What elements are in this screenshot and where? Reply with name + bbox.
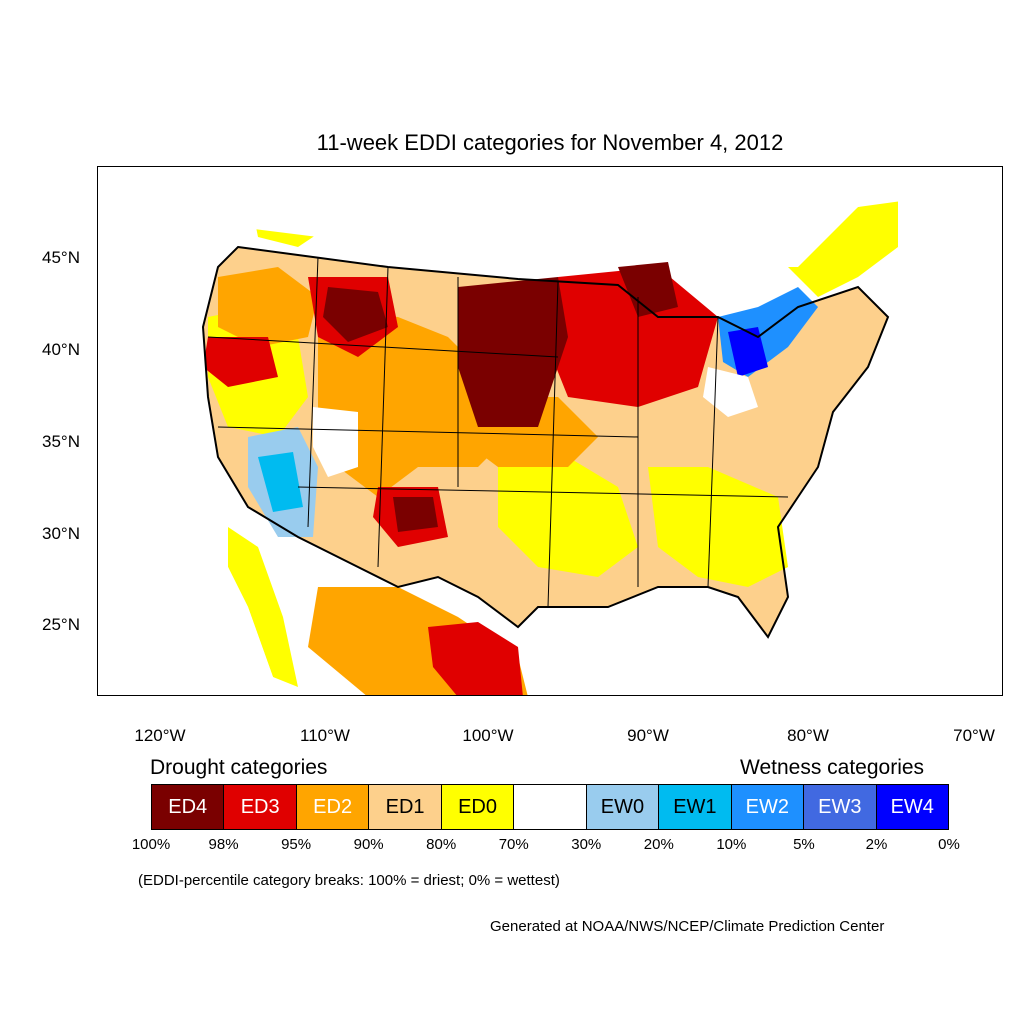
lon-label-70: 70°W (953, 726, 995, 745)
lon-label-110: 110°W (300, 726, 350, 745)
ew1-southwest (258, 452, 303, 512)
atlantic-ocean (788, 367, 1002, 695)
pacific-ocean (98, 167, 296, 695)
category-legend: ED4 ED3 ED2 ED1 ED0 EW0 EW1 EW2 EW3 EW4 (151, 784, 949, 830)
legend-swatch: EW2 (731, 785, 805, 829)
legend-swatch (514, 785, 587, 829)
legend-swatch: EW4 (876, 785, 948, 829)
lat-label-30: 30°N (42, 524, 80, 543)
ed0-northeast (788, 197, 898, 297)
wetness-heading: Wetness categories (740, 756, 925, 779)
percentile-label: 80% (426, 836, 457, 853)
legend-swatch: EW3 (804, 785, 877, 829)
percentile-label: 0% (938, 836, 960, 853)
state-borders (207, 256, 789, 608)
credit-line: Generated at NOAA/NWS/NCEP/Climate Predi… (490, 918, 885, 935)
canada-mask (218, 167, 1002, 267)
baja-region (228, 527, 298, 687)
lat-label-40: 40°N (42, 340, 80, 359)
lon-label-90: 90°W (627, 726, 669, 745)
percentile-label: 20% (643, 836, 674, 853)
normal-ohio (703, 367, 758, 417)
percentile-label: 10% (716, 836, 747, 853)
ed2-northwest (218, 267, 318, 347)
mexico-ed3-area (428, 622, 523, 695)
legend-swatch: ED2 (296, 785, 370, 829)
lon-label-100: 100°W (462, 726, 514, 745)
ed3-oregon (203, 337, 278, 387)
ed4-newmexico (393, 497, 438, 532)
legend-swatch: EW1 (659, 785, 732, 829)
category-note: (EDDI-percentile category breaks: 100% =… (138, 872, 560, 889)
drought-heading: Drought categories (150, 756, 328, 779)
percentile-label: 95% (281, 836, 312, 853)
lon-label-80: 80°W (787, 726, 829, 745)
legend-swatch: ED0 (441, 785, 515, 829)
us-outline (201, 245, 890, 639)
map-title: 11-week EDDI categories for November 4, … (316, 130, 784, 155)
ew4-greatlakes (728, 327, 768, 377)
percentile-label: 2% (865, 836, 888, 853)
percentile-label: 70% (498, 836, 529, 853)
percentile-label: 5% (793, 836, 815, 853)
normal-nevada (313, 407, 358, 477)
lat-label-25: 25°N (42, 615, 80, 634)
ed4-montana (323, 287, 388, 342)
legend-swatch: ED4 (152, 785, 225, 829)
legend-swatch: ED3 (224, 785, 297, 829)
percentile-label: 100% (131, 836, 171, 853)
lon-label-120: 120°W (134, 726, 186, 745)
percentile-label: 90% (353, 836, 384, 853)
lat-label-35: 35°N (42, 432, 80, 451)
ed0-southeast (648, 467, 788, 587)
ed2-central (318, 307, 518, 497)
eddi-map (98, 167, 1002, 695)
gulf-of-mexico (528, 587, 797, 695)
percentile-label: 30% (571, 836, 602, 853)
lat-label-45: 45°N (42, 248, 80, 267)
ed0-south (498, 457, 638, 577)
legend-swatch: ED1 (369, 785, 442, 829)
ed4-plains (458, 277, 568, 427)
percentile-label: 98% (208, 836, 239, 853)
legend-swatch: EW0 (586, 785, 660, 829)
map-plot-area (97, 166, 1003, 696)
ed4-michigan (618, 262, 678, 317)
